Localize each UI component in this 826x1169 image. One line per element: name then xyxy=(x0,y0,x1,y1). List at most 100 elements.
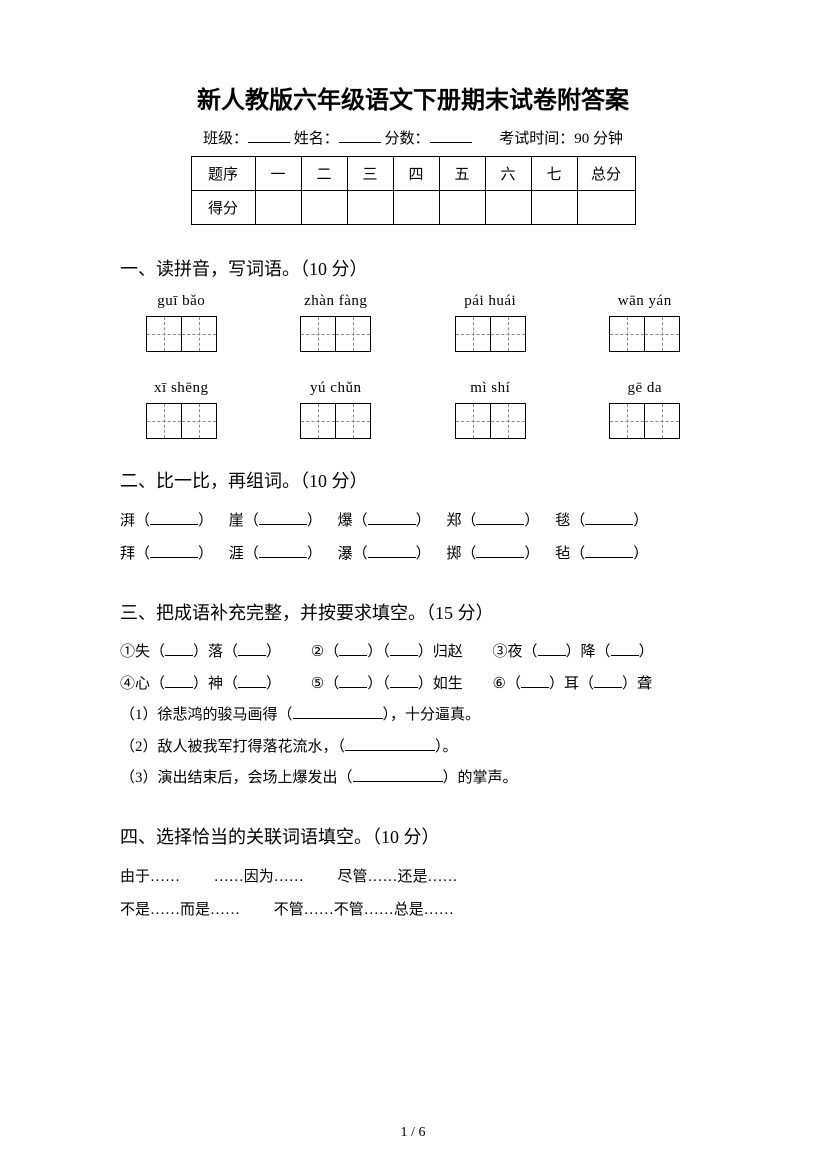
char-box[interactable] xyxy=(146,403,182,439)
col: 二 xyxy=(301,157,347,191)
char-boxes[interactable] xyxy=(429,316,552,352)
pinyin-cell: pái huái xyxy=(429,293,552,352)
page-current: 1 xyxy=(401,1125,408,1140)
score-cell[interactable] xyxy=(301,191,347,225)
char-box[interactable] xyxy=(490,403,526,439)
class-blank[interactable] xyxy=(248,142,290,143)
pinyin-label: wān yán xyxy=(584,293,707,310)
txt: ）（ xyxy=(367,644,390,660)
fill-blank[interactable] xyxy=(594,687,622,688)
char-box[interactable] xyxy=(146,316,182,352)
fill-blank[interactable] xyxy=(368,557,416,558)
idiom-row: ①失（）落（） ②（）（）归赵 ③夜（）降（） xyxy=(120,637,706,669)
char-box[interactable] xyxy=(609,316,645,352)
pinyin-cell: zhàn fàng xyxy=(275,293,398,352)
pinyin-row: guī bǎo zhàn fàng pái huái wān yán xyxy=(120,293,706,352)
char-boxes[interactable] xyxy=(120,403,243,439)
compare-item: 瀑（） xyxy=(338,538,431,571)
score-cell[interactable] xyxy=(531,191,577,225)
score-cell[interactable] xyxy=(347,191,393,225)
fill-blank[interactable] xyxy=(238,687,266,688)
txt: ）神（ xyxy=(193,676,238,692)
name-label: 姓名： xyxy=(294,131,339,147)
fill-blank[interactable] xyxy=(476,557,524,558)
fill-blank[interactable] xyxy=(611,655,639,656)
fill-blank[interactable] xyxy=(345,750,435,751)
fill-blank[interactable] xyxy=(293,718,383,719)
fill-blank[interactable] xyxy=(368,524,416,525)
char-box[interactable] xyxy=(644,403,680,439)
fill-blank[interactable] xyxy=(390,655,418,656)
pinyin-block: guī bǎo zhàn fàng pái huái wān yán xī sh… xyxy=(120,293,706,439)
idiom-item: ④心（）神（） xyxy=(120,669,281,701)
pinyin-cell: guī bǎo xyxy=(120,293,243,352)
compare-line: 拜（） 涯（） 瀑（） 掷（） 毡（） xyxy=(120,538,706,571)
char-box[interactable] xyxy=(335,316,371,352)
conj-item: ……因为…… xyxy=(214,861,304,894)
fill-blank[interactable] xyxy=(585,524,633,525)
char: 涯 xyxy=(229,546,244,562)
score-cell[interactable] xyxy=(439,191,485,225)
fill-blank[interactable] xyxy=(150,557,198,558)
fill-blank[interactable] xyxy=(165,687,193,688)
class-label: 班级： xyxy=(203,131,248,147)
conj-item: 不是……而是…… xyxy=(120,894,240,927)
score-cell[interactable] xyxy=(485,191,531,225)
char-box[interactable] xyxy=(300,403,336,439)
page-sep: / xyxy=(408,1125,419,1140)
pinyin-row: xī shēng yú chǔn mì shí gē da xyxy=(120,380,706,439)
fill-blank[interactable] xyxy=(339,655,367,656)
pinyin-cell: xī shēng xyxy=(120,380,243,439)
fill-blank[interactable] xyxy=(390,687,418,688)
idiom-block: ①失（）落（） ②（）（）归赵 ③夜（）降（） ④心（）神（） ⑤（）（）如生 … xyxy=(120,637,706,795)
fill-blank[interactable] xyxy=(353,781,443,782)
fill-blank[interactable] xyxy=(339,687,367,688)
pinyin-label: pái huái xyxy=(429,293,552,310)
char-box[interactable] xyxy=(181,403,217,439)
fill-blank[interactable] xyxy=(476,524,524,525)
score-blank[interactable] xyxy=(430,142,472,143)
char-boxes[interactable] xyxy=(275,403,398,439)
fill-blank[interactable] xyxy=(259,557,307,558)
fill-blank[interactable] xyxy=(165,655,193,656)
col: 六 xyxy=(485,157,531,191)
fill-blank[interactable] xyxy=(259,524,307,525)
char-boxes[interactable] xyxy=(429,403,552,439)
char-box[interactable] xyxy=(181,316,217,352)
score-cell[interactable] xyxy=(255,191,301,225)
char-boxes[interactable] xyxy=(584,403,707,439)
char-box[interactable] xyxy=(609,403,645,439)
txt: （2）敌人被我军打得落花流水，（ xyxy=(120,739,345,755)
char-boxes[interactable] xyxy=(275,316,398,352)
score-cell[interactable] xyxy=(393,191,439,225)
char-box[interactable] xyxy=(644,316,680,352)
idiom-q: （3）演出结束后，会场上爆发出（）的掌声。 xyxy=(120,763,706,795)
idiom-item: ②（）（）归赵 xyxy=(311,637,463,669)
char-box[interactable] xyxy=(300,316,336,352)
section-1-heading: 一、读拼音，写词语。（10 分） xyxy=(120,255,706,281)
char-boxes[interactable] xyxy=(584,316,707,352)
fill-blank[interactable] xyxy=(538,655,566,656)
char-box[interactable] xyxy=(455,403,491,439)
pinyin-label: xī shēng xyxy=(120,380,243,397)
fill-blank[interactable] xyxy=(585,557,633,558)
fill-blank[interactable] xyxy=(521,687,549,688)
char-box[interactable] xyxy=(335,403,371,439)
col: 五 xyxy=(439,157,485,191)
idiom-item: ⑥（）耳（）聋 xyxy=(493,669,652,701)
name-blank[interactable] xyxy=(339,142,381,143)
char-box[interactable] xyxy=(490,316,526,352)
txt: ②（ xyxy=(311,644,339,660)
txt: ）耳（ xyxy=(549,676,594,692)
txt: ） xyxy=(266,644,281,660)
char-box[interactable] xyxy=(455,316,491,352)
compare-item: 毯（） xyxy=(555,505,648,538)
score-cell-total[interactable] xyxy=(577,191,635,225)
fill-blank[interactable] xyxy=(238,655,266,656)
idiom-item: ①失（）落（） xyxy=(120,637,281,669)
char: 拜 xyxy=(120,546,135,562)
table-row: 题序 一 二 三 四 五 六 七 总分 xyxy=(191,157,635,191)
char-boxes[interactable] xyxy=(120,316,243,352)
txt: ） xyxy=(266,676,281,692)
fill-blank[interactable] xyxy=(150,524,198,525)
